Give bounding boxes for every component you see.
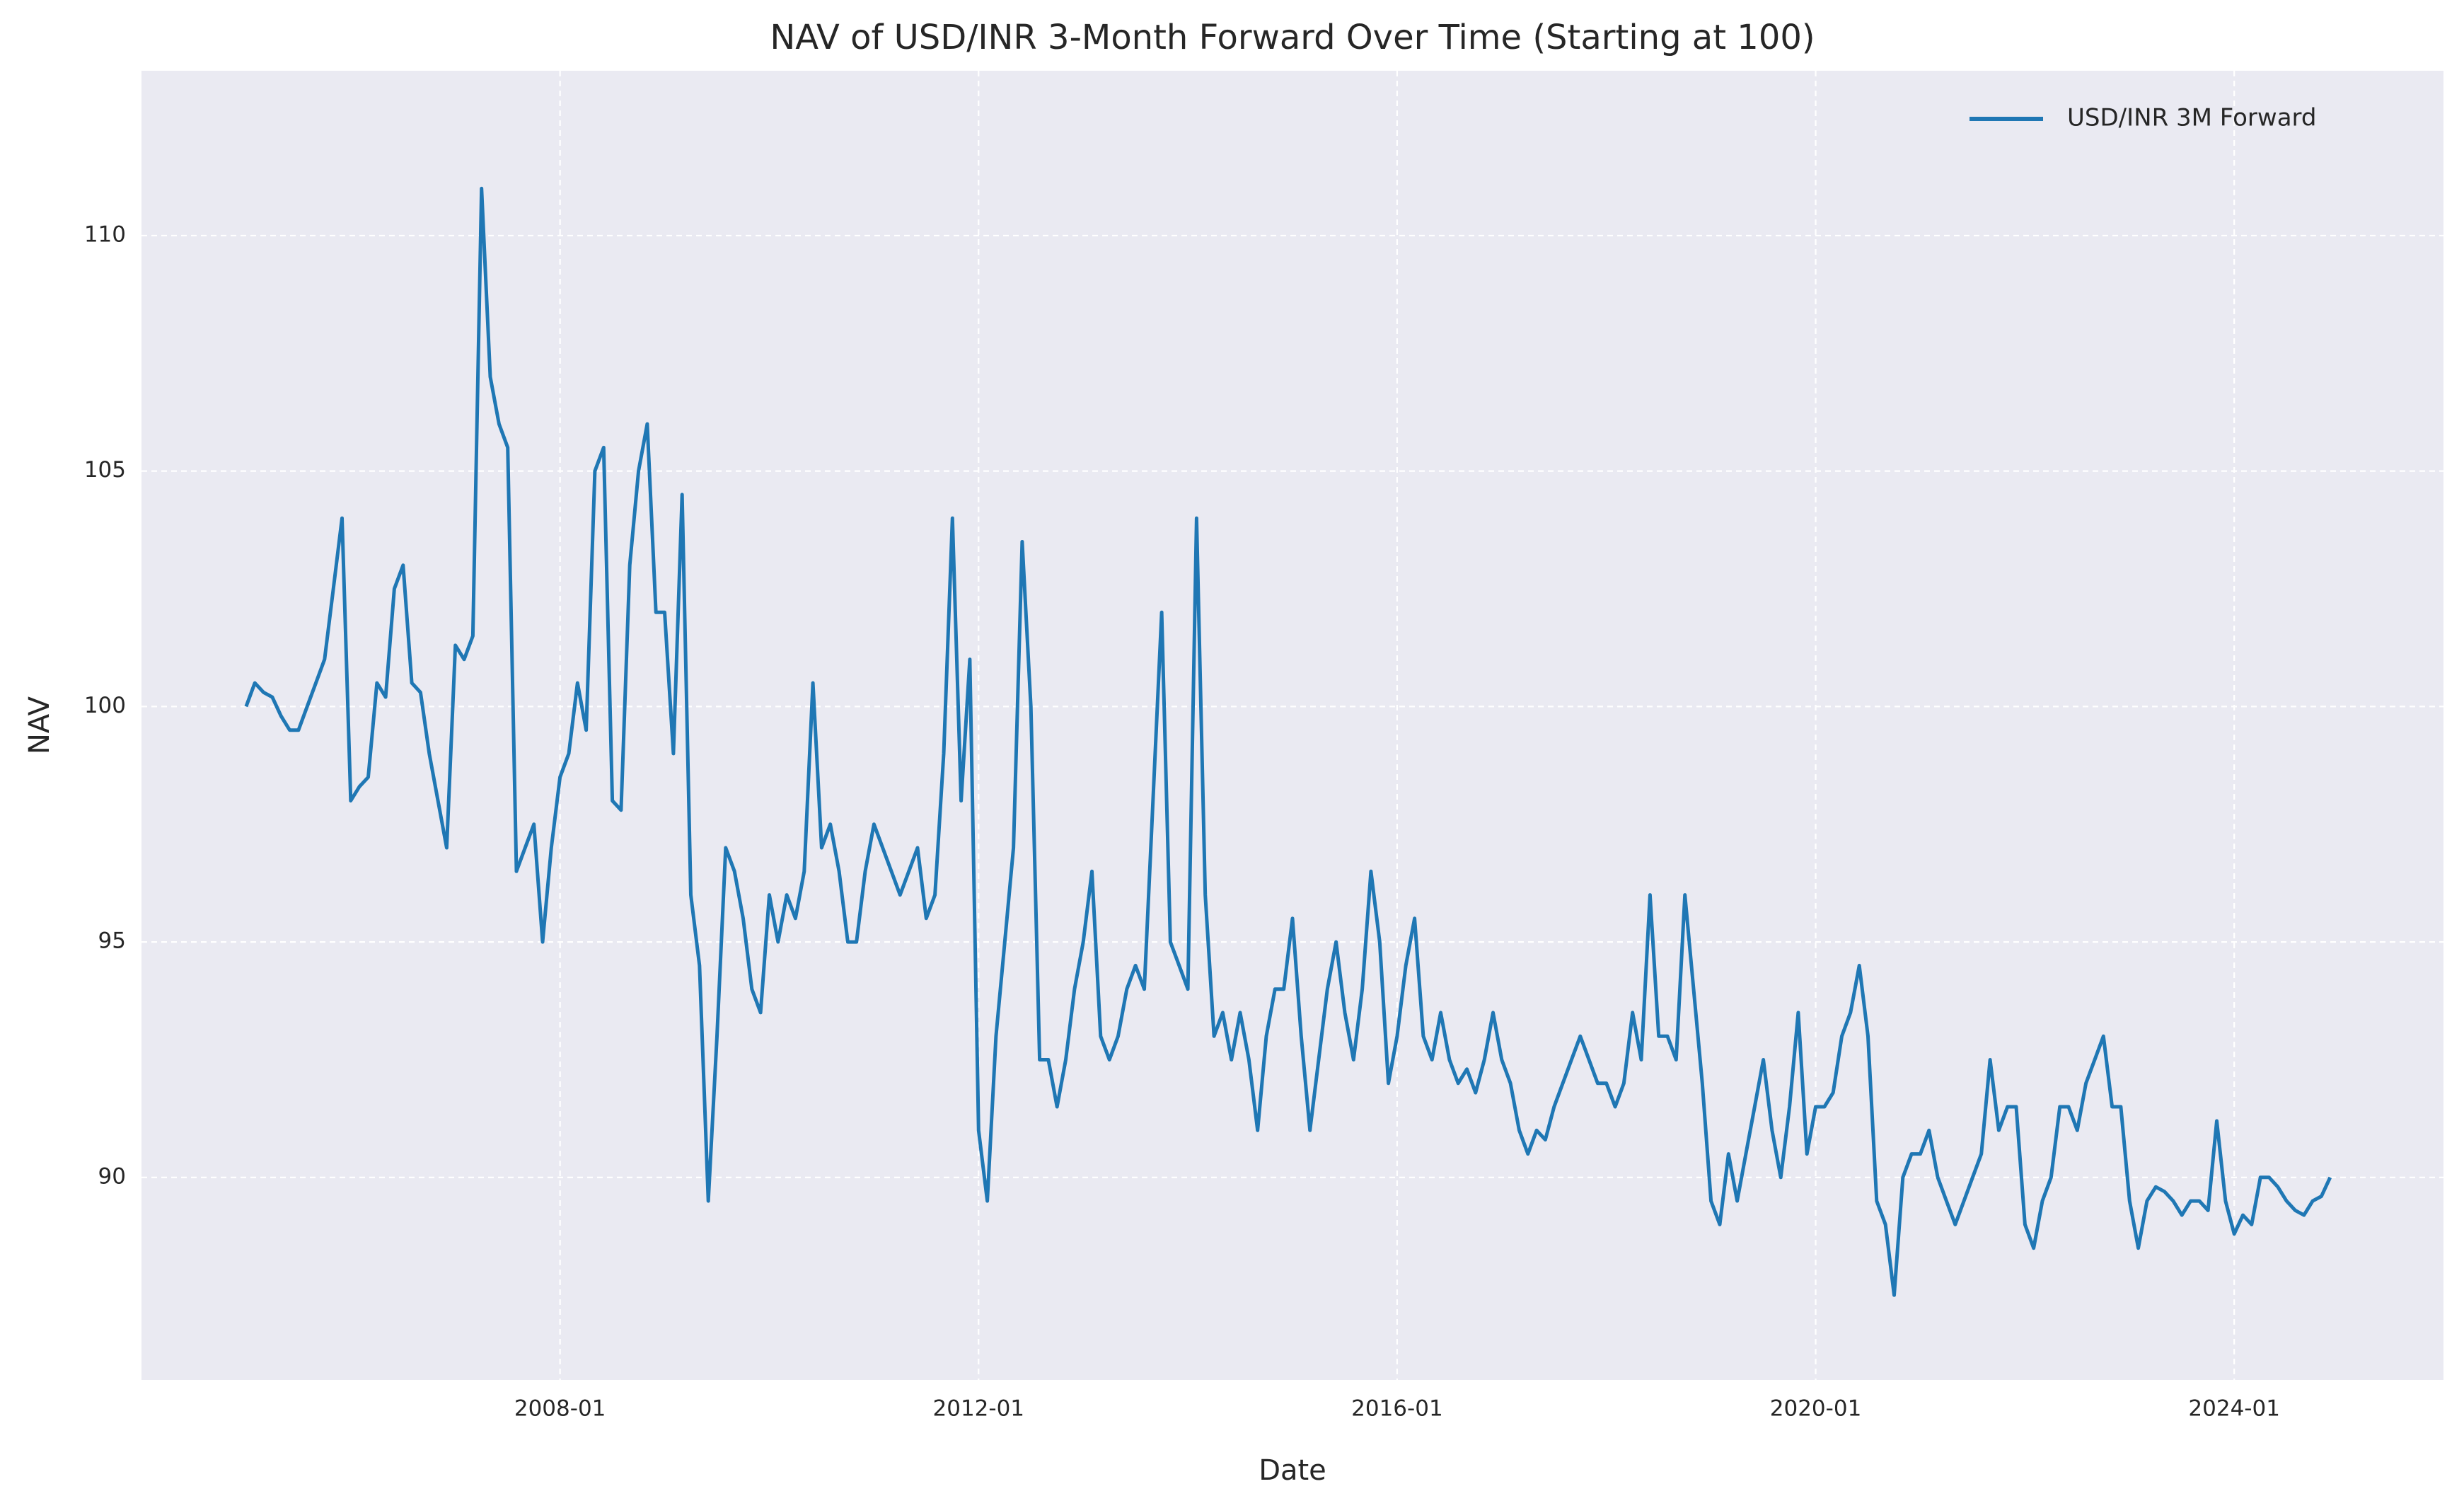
x-tick-label: 2012-01 — [933, 1396, 1025, 1422]
legend-label: USD/INR 3M Forward — [2067, 104, 2317, 132]
x-tick-label: 2024-01 — [2188, 1396, 2280, 1422]
y-tick-label: 110 — [84, 221, 126, 247]
y-tick-label: 105 — [84, 457, 126, 483]
x-tick-label: 2016-01 — [1351, 1396, 1443, 1422]
x-tick-label: 2020-01 — [1770, 1396, 1862, 1422]
data-line — [244, 186, 2332, 1297]
y-tick-label: 90 — [98, 1163, 126, 1189]
y-tick-label: 95 — [98, 928, 126, 954]
x-tick-label: 2008-01 — [514, 1396, 606, 1422]
chart-title: NAV of USD/INR 3-Month Forward Over Time… — [770, 18, 1815, 57]
x-axis-label: Date — [1259, 1454, 1326, 1487]
y-tick-label: 100 — [84, 693, 126, 718]
plot-area — [141, 71, 2443, 1380]
y-axis-label: NAV — [23, 696, 56, 754]
